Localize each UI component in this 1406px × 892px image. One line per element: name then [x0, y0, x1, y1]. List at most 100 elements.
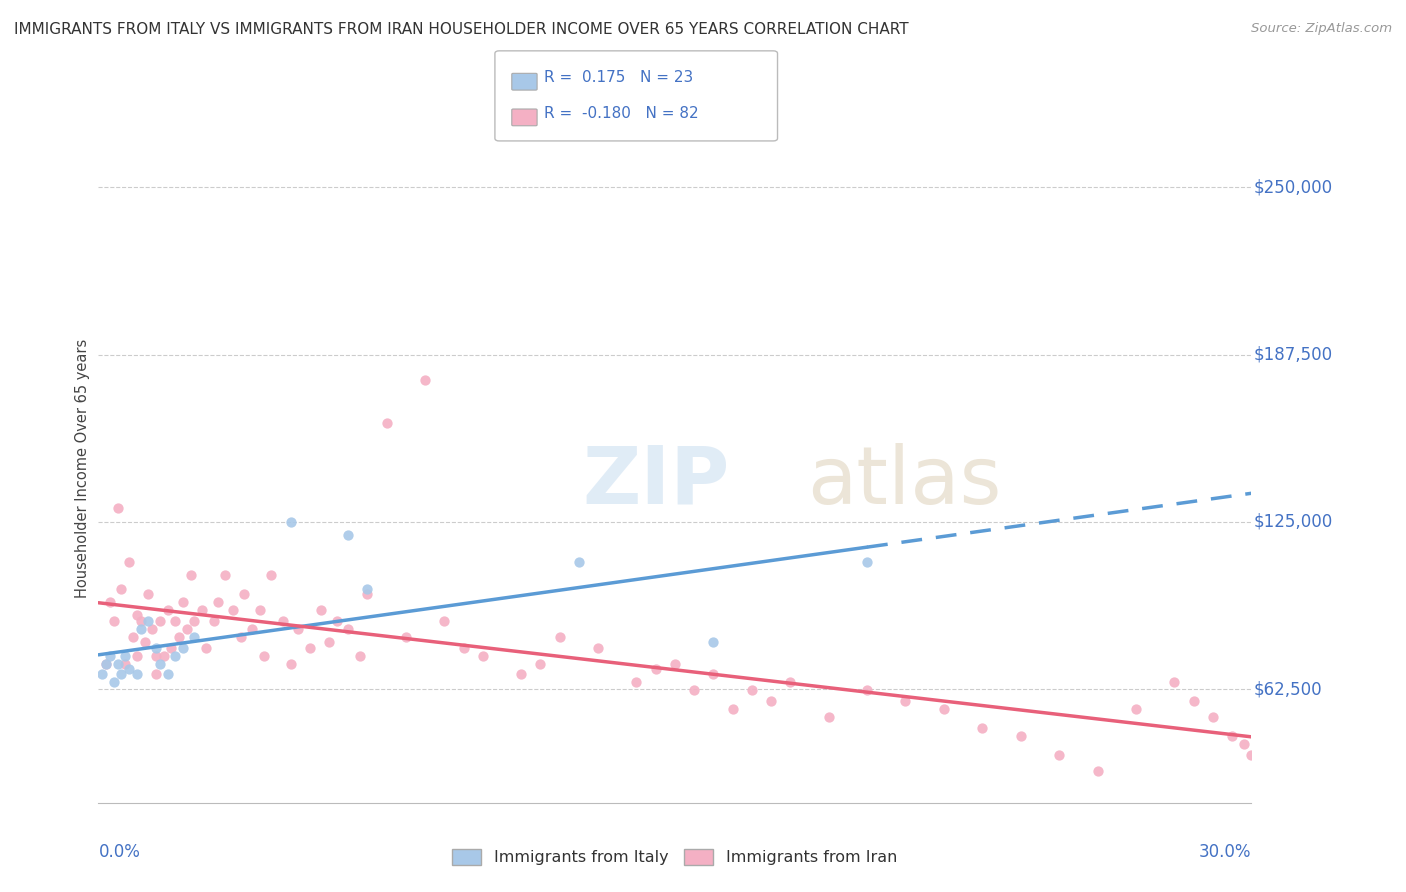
Text: atlas: atlas [807, 442, 1002, 521]
Point [433, 614, 456, 628]
Point [280, 657, 302, 671]
Point [94, 657, 117, 671]
Point [103, 675, 125, 690]
Point [129, 614, 152, 628]
Point [145, 667, 167, 681]
Text: $62,500: $62,500 [1254, 680, 1322, 698]
Text: $125,000: $125,000 [1254, 513, 1333, 531]
Point [817, 710, 839, 724]
Point [134, 635, 156, 649]
Text: Source: ZipAtlas.com: Source: ZipAtlas.com [1251, 22, 1392, 36]
Point [229, 630, 252, 644]
Point [287, 622, 309, 636]
Point [98, 595, 121, 609]
Point [395, 630, 418, 644]
Point [413, 373, 436, 387]
Point [141, 622, 163, 636]
Point [548, 630, 571, 644]
Point [110, 582, 132, 596]
Point [214, 568, 236, 582]
Point [145, 640, 167, 655]
Point [222, 603, 245, 617]
Point [664, 657, 686, 671]
Point [233, 587, 256, 601]
Point [702, 635, 724, 649]
Point [271, 614, 294, 628]
Point [529, 657, 551, 671]
Point [1087, 764, 1109, 778]
Point [160, 640, 183, 655]
Point [568, 555, 591, 569]
Point [1240, 747, 1263, 762]
Point [195, 640, 218, 655]
Point [759, 694, 782, 708]
Point [149, 614, 172, 628]
Point [118, 555, 141, 569]
Point [1233, 737, 1256, 751]
Point [176, 622, 198, 636]
Point [183, 630, 205, 644]
Point [138, 614, 160, 628]
Point [183, 614, 205, 628]
Point [586, 640, 609, 655]
Point [114, 657, 136, 671]
Point [932, 702, 955, 716]
Text: IMMIGRANTS FROM ITALY VS IMMIGRANTS FROM IRAN HOUSEHOLDER INCOME OVER 65 YEARS C: IMMIGRANTS FROM ITALY VS IMMIGRANTS FROM… [14, 22, 908, 37]
Point [149, 657, 172, 671]
Point [122, 630, 145, 644]
Point [167, 630, 190, 644]
Point [165, 614, 187, 628]
Legend: Immigrants from Italy, Immigrants from Iran: Immigrants from Italy, Immigrants from I… [446, 842, 904, 871]
Text: ZIP: ZIP [582, 442, 730, 521]
Point [349, 648, 371, 663]
Point [280, 515, 302, 529]
Point [453, 640, 475, 655]
Point [337, 622, 360, 636]
Point [337, 528, 360, 542]
Point [644, 662, 666, 676]
Point [318, 635, 340, 649]
Point [1202, 710, 1225, 724]
Text: $187,500: $187,500 [1254, 345, 1333, 364]
Point [375, 416, 398, 430]
Point [356, 582, 378, 596]
Point [721, 702, 744, 716]
Point [253, 648, 276, 663]
Point [118, 662, 141, 676]
Point [856, 683, 879, 698]
Point [1220, 729, 1243, 743]
Point [626, 675, 648, 690]
Point [249, 603, 271, 617]
Point [191, 603, 214, 617]
Point [510, 667, 533, 681]
Point [145, 648, 167, 663]
Point [741, 683, 763, 698]
Point [172, 640, 194, 655]
Point [125, 608, 148, 623]
Point [156, 667, 179, 681]
Point [202, 614, 225, 628]
Point [1182, 694, 1205, 708]
Point [138, 587, 160, 601]
Point [356, 587, 378, 601]
Text: R =  -0.180   N = 82: R = -0.180 N = 82 [544, 106, 699, 120]
Y-axis label: Householder Income Over 65 years: Householder Income Over 65 years [75, 339, 90, 598]
Text: R =  0.175   N = 23: R = 0.175 N = 23 [544, 70, 693, 85]
Point [107, 501, 129, 516]
Point [125, 667, 148, 681]
Point [1010, 729, 1032, 743]
Point [152, 648, 174, 663]
Point [1047, 747, 1070, 762]
Point [298, 640, 321, 655]
Point [125, 648, 148, 663]
Point [103, 614, 125, 628]
Point [207, 595, 229, 609]
Point [311, 603, 333, 617]
Point [779, 675, 801, 690]
Point [1163, 675, 1185, 690]
Point [1125, 702, 1147, 716]
Point [98, 648, 121, 663]
Point [894, 694, 917, 708]
Text: $250,000: $250,000 [1254, 178, 1333, 196]
Point [110, 667, 132, 681]
